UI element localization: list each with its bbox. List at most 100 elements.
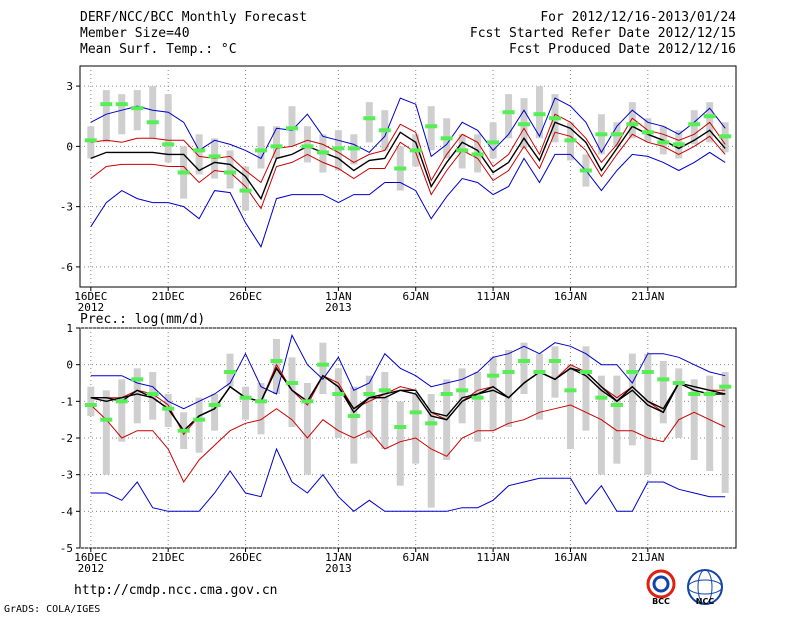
y-tick-label: 0 [66, 140, 73, 153]
spread-box [242, 386, 250, 420]
y-tick-label: -3 [60, 469, 73, 482]
median-marker [301, 399, 314, 404]
spread-box [412, 394, 420, 464]
ncc-logo-icon [687, 569, 723, 605]
median-marker [208, 154, 221, 159]
y-tick-label: 3 [66, 80, 73, 93]
median-marker [518, 122, 531, 127]
median-marker [394, 166, 407, 171]
median-marker [270, 359, 283, 363]
spread-box [644, 353, 652, 475]
median-marker [347, 414, 360, 418]
spread-box [211, 394, 219, 431]
spread-box [659, 361, 667, 424]
header-right: For 2012/12/16-2013/01/24 Fcst Started R… [470, 10, 736, 58]
spread-box [628, 102, 636, 139]
series-line-lower [90, 151, 726, 248]
forecast-produced: Fcst Produced Date 2012/12/16 [509, 42, 736, 57]
series-line-upper [90, 97, 726, 160]
median-marker [146, 392, 159, 396]
spread-box [597, 375, 605, 475]
median-marker [409, 410, 422, 415]
y-tick-label: -4 [60, 505, 74, 518]
median-marker [440, 136, 453, 141]
median-marker [239, 188, 252, 193]
median-marker [115, 399, 128, 404]
spread-box [118, 94, 126, 135]
spread-box [427, 106, 435, 151]
spread-box [149, 86, 157, 139]
median-marker [115, 102, 128, 107]
spread-box [195, 397, 203, 453]
median-marker [425, 421, 438, 426]
spread-box [226, 150, 234, 189]
median-marker [162, 406, 175, 411]
median-marker [363, 392, 376, 396]
median-marker [301, 144, 314, 149]
median-marker [626, 370, 639, 374]
median-marker [332, 146, 345, 151]
median-marker [719, 134, 732, 139]
median-marker [255, 148, 268, 153]
spread-box [365, 102, 373, 143]
x-tick-label: 6JAN [402, 290, 429, 303]
x-tick-label: 16JAN [554, 290, 587, 303]
spread-box [628, 353, 636, 446]
x-tick-label: 16DEC [74, 551, 107, 564]
median-marker [533, 112, 546, 117]
spread-box [257, 126, 265, 169]
spread-box [272, 126, 280, 159]
median-marker [224, 370, 237, 374]
x-tick-label: 6JAN [402, 551, 429, 564]
y-tick-label: -3 [60, 201, 73, 214]
plot-frame [79, 65, 737, 288]
median-marker [487, 373, 500, 378]
median-marker [641, 130, 654, 135]
median-marker [564, 388, 577, 393]
x-tick-year: 2013 [325, 562, 352, 575]
median-marker [193, 148, 206, 153]
median-marker [84, 138, 97, 143]
median-marker [703, 114, 716, 119]
spread-box [582, 346, 590, 431]
spread-box [118, 379, 126, 442]
series-line-mean [90, 121, 726, 201]
x-tick-year: 2013 [325, 301, 352, 314]
spread-box [365, 375, 373, 438]
median-marker [131, 377, 144, 382]
footer-url[interactable]: http://cmdp.ncc.cma.gov.cn [74, 583, 278, 598]
spread-box [566, 364, 574, 449]
median-marker [626, 122, 639, 127]
spread-box [613, 375, 621, 464]
x-tick-year: 2012 [78, 301, 105, 314]
median-marker [548, 359, 561, 363]
forecast-period: For 2012/12/16-2013/01/24 [540, 10, 736, 25]
series-line-upper [90, 333, 726, 410]
median-marker [564, 138, 577, 143]
spread-box [396, 401, 404, 486]
median-marker [703, 392, 716, 396]
spread-box [489, 122, 497, 159]
median-marker [394, 425, 407, 429]
median-marker [177, 170, 190, 175]
median-marker [579, 370, 592, 374]
spread-box [551, 346, 559, 398]
median-marker [487, 140, 500, 145]
median-marker [502, 110, 515, 115]
median-marker [672, 142, 685, 147]
spread-box [87, 386, 95, 416]
spread-box [303, 126, 311, 163]
median-marker [456, 388, 469, 393]
median-marker [688, 122, 701, 127]
median-marker [672, 381, 685, 385]
spread-box [721, 372, 729, 493]
spread-box [520, 342, 528, 394]
spread-box [288, 106, 296, 147]
x-tick-label: 21JAN [631, 290, 664, 303]
spread-box [690, 379, 698, 460]
header-left: DERF/NCC/BCC Monthly Forecast Member Siz… [80, 10, 307, 58]
median-marker [131, 106, 144, 111]
x-tick-label: 26DEC [229, 290, 262, 303]
spread-box [474, 372, 482, 442]
